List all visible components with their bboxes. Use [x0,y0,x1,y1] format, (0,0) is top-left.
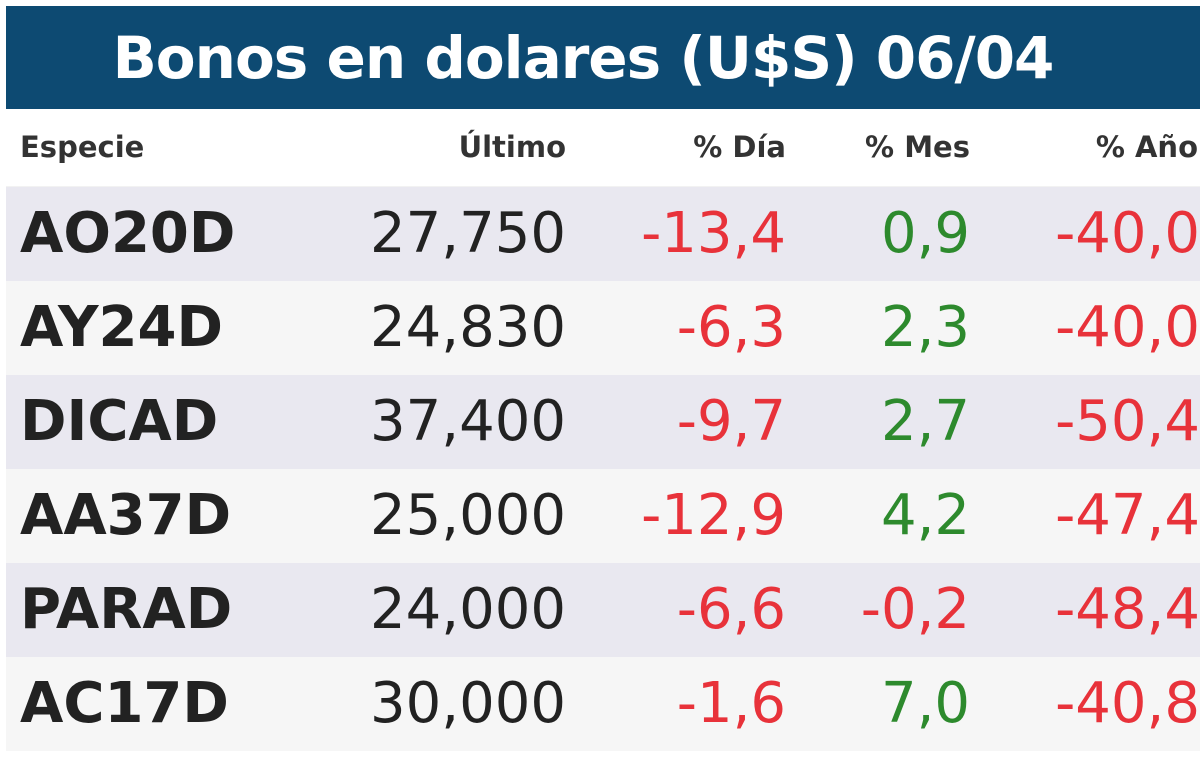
column-header-anio: % Año [1095,130,1198,164]
cell-especie: AA37D [20,483,232,548]
cell-ultimo: 30,000 [370,671,566,736]
cell-anio: -40,0 [1055,201,1200,266]
cell-ultimo: 25,000 [370,483,566,548]
table-title-bar: Bonos en dolares (U$S) 06/04 [6,6,1200,109]
column-header-dia: % Día [693,130,786,164]
table-row: AO20D 27,750 -13,4 0,9 -40,0 [6,187,1200,281]
cell-especie: AO20D [20,201,236,266]
cell-especie: AC17D [20,671,229,736]
cell-dia: -12,9 [641,483,786,548]
cell-mes: 4,2 [880,483,970,548]
cell-especie: DICAD [20,389,219,454]
cell-anio: -40,8 [1055,671,1200,736]
cell-ultimo: 24,000 [370,577,566,642]
cell-mes: 0,9 [880,201,970,266]
cell-mes: 2,7 [880,389,970,454]
cell-anio: -48,4 [1055,577,1200,642]
table-header-row: Especie Último % Día % Mes % Año [6,109,1200,187]
cell-mes: 2,3 [880,295,970,360]
table-title: Bonos en dolares (U$S) 06/04 [112,23,1055,92]
table-row: DICAD 37,400 -9,7 2,7 -50,4 [6,375,1200,469]
cell-dia: -9,7 [676,389,786,454]
cell-especie: PARAD [20,577,233,642]
cell-anio: -47,4 [1055,483,1200,548]
table-row: AA37D 25,000 -12,9 4,2 -47,4 [6,469,1200,563]
cell-dia: -13,4 [641,201,786,266]
bonds-table: Bonos en dolares (U$S) 06/04 Especie Últ… [6,6,1200,751]
column-header-mes: % Mes [865,130,970,164]
table-row: AC17D 30,000 -1,6 7,0 -40,8 [6,657,1200,751]
column-header-ultimo: Último [458,130,566,164]
cell-especie: AY24D [20,295,223,360]
column-header-especie: Especie [20,130,145,164]
cell-anio: -40,0 [1055,295,1200,360]
cell-ultimo: 24,830 [370,295,566,360]
cell-mes: 7,0 [880,671,970,736]
table-row: PARAD 24,000 -6,6 -0,2 -48,4 [6,563,1200,657]
cell-anio: -50,4 [1055,389,1200,454]
cell-dia: -1,6 [676,671,786,736]
cell-ultimo: 27,750 [370,201,566,266]
cell-dia: -6,3 [676,295,786,360]
cell-ultimo: 37,400 [370,389,566,454]
cell-mes: -0,2 [860,577,970,642]
table-row: AY24D 24,830 -6,3 2,3 -40,0 [6,281,1200,375]
cell-dia: -6,6 [676,577,786,642]
